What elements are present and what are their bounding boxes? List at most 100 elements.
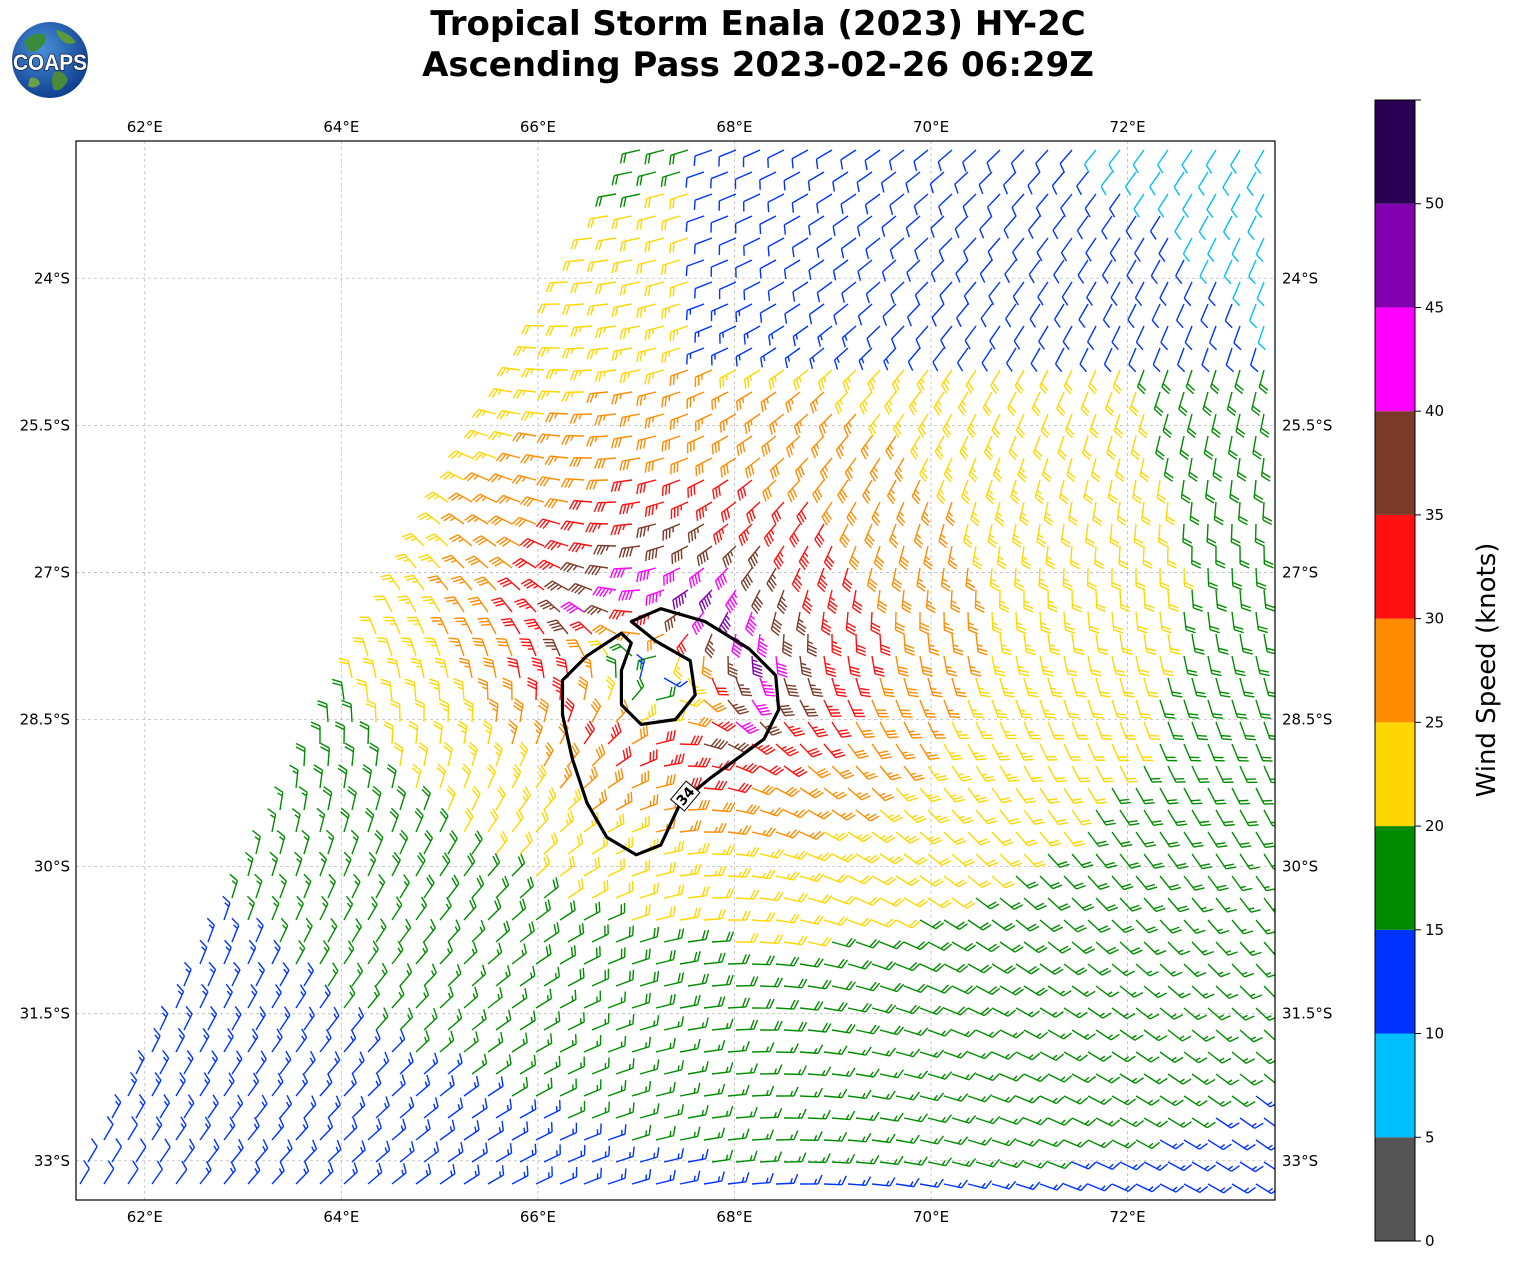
wind-barb [1023, 941, 1048, 954]
wind-barb [223, 1028, 234, 1053]
wind-barb [1089, 413, 1099, 439]
wind-barb [768, 325, 785, 346]
wind-barb [636, 479, 657, 495]
wind-barb [343, 895, 354, 921]
wind-barb [605, 675, 616, 701]
wind-barb [567, 967, 585, 987]
wind-barb [929, 171, 945, 194]
wind-barb [391, 1163, 407, 1185]
wind-barb [687, 479, 705, 498]
wind-barb [1183, 655, 1198, 677]
wind-barb [994, 501, 1005, 527]
wind-barb [414, 807, 424, 833]
wind-barb [967, 1180, 993, 1190]
wind-barb [1208, 325, 1218, 351]
wind-barb [1111, 831, 1133, 848]
wind-barb [1183, 1183, 1209, 1194]
wind-barb [343, 1117, 358, 1141]
wind-barb [303, 917, 313, 943]
wind-barb [415, 985, 430, 1009]
wind-barb [512, 389, 537, 400]
wind-barb [943, 963, 969, 973]
wind-barb [631, 992, 651, 1009]
wind-barb [1189, 501, 1200, 526]
colorbar-bin [1375, 411, 1415, 515]
wind-barb [636, 347, 657, 363]
wind-barb [410, 657, 425, 679]
wind-barb [303, 1139, 318, 1163]
wind-barb [1239, 765, 1258, 784]
wind-barb [399, 874, 410, 899]
wind-barb [1023, 589, 1034, 613]
wind-barb [871, 831, 896, 844]
wind-barb [607, 813, 625, 833]
wind-barb [463, 698, 474, 723]
wind-barb [903, 853, 928, 866]
wind-barb [415, 1163, 432, 1185]
wind-barb [303, 1095, 317, 1119]
wind-barb [660, 259, 681, 276]
wind-barb [514, 598, 537, 613]
wind-barb [356, 678, 369, 701]
wind-barb [1047, 853, 1070, 869]
wind-barb [1191, 545, 1202, 569]
wind-barb [1043, 501, 1054, 526]
wind-barb [1151, 303, 1161, 329]
wind-barb [923, 545, 933, 571]
wind-barb [543, 832, 558, 855]
wind-barb [1162, 413, 1173, 439]
wind-barb [807, 1153, 831, 1164]
wind-barb [927, 1071, 953, 1080]
wind-barb [495, 786, 506, 811]
wind-barb [591, 879, 609, 899]
wind-barb [879, 721, 899, 739]
wind-barb [583, 766, 598, 789]
wind-barb [1143, 941, 1167, 956]
wind-barb [807, 979, 832, 990]
wind-barb [1215, 853, 1236, 870]
wind-barb [567, 878, 584, 899]
wind-barb [1015, 611, 1027, 635]
wind-barb [766, 567, 777, 592]
wind-barb [1128, 347, 1137, 373]
wind-barb [1159, 875, 1181, 891]
wind-barb [1087, 325, 1097, 351]
wind-barb [908, 391, 921, 416]
wind-barb [1199, 259, 1209, 285]
wind-barb [823, 1001, 848, 1012]
wind-barb [967, 787, 989, 804]
wind-barb [905, 171, 921, 194]
wind-barb [1236, 457, 1247, 482]
wind-barb [1039, 1007, 1064, 1018]
wind-barb [679, 820, 702, 833]
wind-barb [711, 1149, 734, 1163]
wind-barb [919, 457, 929, 483]
wind-barb [1135, 699, 1152, 719]
wind-barb [806, 633, 817, 657]
wind-barb [1143, 897, 1166, 913]
wind-barb [1255, 919, 1275, 935]
wind-barb [823, 1132, 848, 1142]
wind-barb [725, 589, 738, 614]
wind-barb [927, 897, 952, 909]
wind-barb [1047, 897, 1071, 911]
wind-barb [920, 501, 931, 527]
wind-barb [1119, 633, 1133, 656]
wind-barb [519, 876, 535, 899]
wind-barb [1111, 699, 1128, 719]
wind-barb [857, 303, 873, 326]
wind-barb [807, 765, 831, 779]
wind-barb [495, 920, 511, 943]
wind-barb [938, 237, 953, 261]
wind-barb [925, 589, 936, 614]
wind-barb [496, 536, 521, 547]
wind-barb [79, 1160, 90, 1185]
wind-barb [487, 1031, 504, 1053]
wind-barb [991, 1007, 1017, 1017]
wind-barb [159, 1049, 170, 1075]
wind-barb [583, 856, 601, 877]
wind-barb [619, 193, 641, 208]
wind-barb [423, 874, 435, 899]
wind-barb [493, 741, 503, 767]
wind-barb [979, 215, 993, 239]
